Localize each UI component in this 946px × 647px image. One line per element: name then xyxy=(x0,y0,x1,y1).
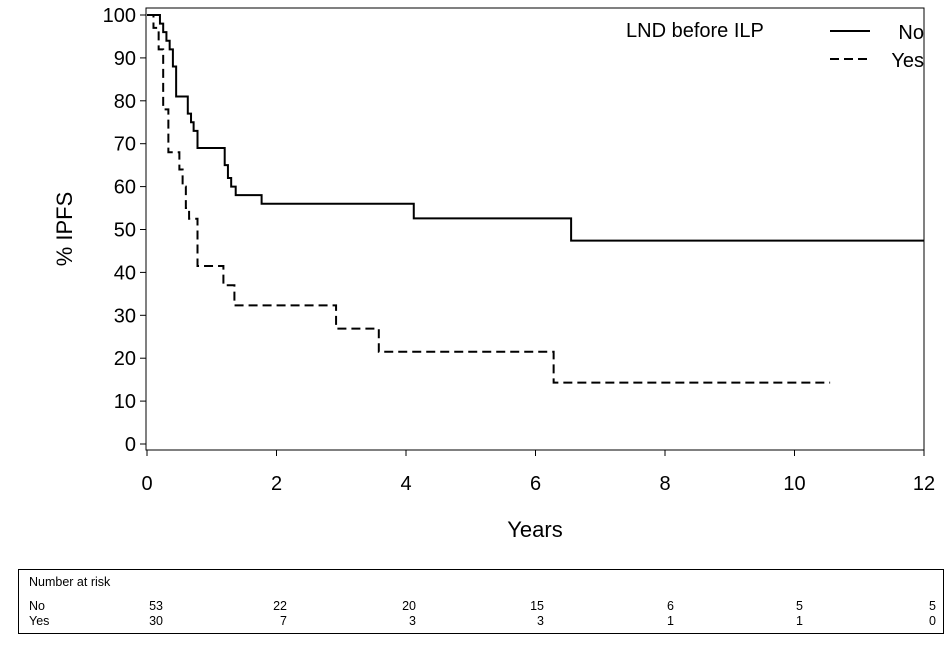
y-axis: 0 10 20 30 40 50 60 70 80 90 100 xyxy=(103,5,146,456)
x-tick-label: 12 xyxy=(913,473,935,495)
series-layer xyxy=(147,14,924,384)
legend-label-no: No xyxy=(898,22,924,44)
risk-value-yes: 3 xyxy=(409,614,416,628)
y-tick-label: 20 xyxy=(114,348,136,370)
risk-value-yes: 7 xyxy=(280,614,287,628)
risk-value-no: 6 xyxy=(667,599,674,613)
risk-value-no: 53 xyxy=(149,599,163,613)
x-axis-title: Years xyxy=(507,517,562,542)
risk-value-yes: 30 xyxy=(149,614,163,628)
risk-value-yes: 1 xyxy=(667,614,674,628)
x-tick-label: 0 xyxy=(141,473,152,495)
risk-table-content: Number at risk No Yes 53 22 20 15 6 5 5 30 7 3 3 1 1… xyxy=(29,575,936,628)
risk-table-title: Number at risk xyxy=(29,575,111,589)
x-axis: 0 2 4 6 8 10 12 xyxy=(141,450,935,495)
risk-value-no: 5 xyxy=(796,599,803,613)
x-tick-label: 6 xyxy=(530,473,541,495)
y-tick-label: 70 xyxy=(114,134,136,156)
y-tick-label: 10 xyxy=(114,391,136,413)
risk-values: 53 22 20 15 6 5 5 30 7 3 3 1 1 0 xyxy=(149,599,936,628)
plot-frame xyxy=(145,7,925,451)
y-tick-label: 60 xyxy=(114,177,136,199)
legend-label-yes: Yes xyxy=(891,50,924,72)
y-tick-label: 50 xyxy=(114,220,136,242)
y-tick-label: 40 xyxy=(114,262,136,284)
series-line-yes xyxy=(147,14,831,384)
risk-row-label-no: No xyxy=(29,599,45,613)
risk-value-no: 15 xyxy=(530,599,544,613)
legend: LND before ILP No Yes xyxy=(626,20,924,72)
risk-row-label-yes: Yes xyxy=(29,614,49,628)
x-tick-label: 2 xyxy=(271,473,282,495)
y-tick-label: 100 xyxy=(103,5,136,27)
y-tick-label: 80 xyxy=(114,91,136,113)
risk-value-no: 22 xyxy=(273,599,287,613)
x-tick-label: 10 xyxy=(783,473,805,495)
risk-table: Number at risk No Yes 53 22 20 15 6 5 5 30 7 3 3 1 1… xyxy=(18,569,944,634)
y-tick-label: 0 xyxy=(125,434,136,456)
risk-value-yes: 3 xyxy=(537,614,544,628)
risk-value-yes: 0 xyxy=(929,614,936,628)
y-axis-title: % IPFS xyxy=(52,192,77,267)
risk-value-no: 20 xyxy=(402,599,416,613)
risk-value-yes: 1 xyxy=(796,614,803,628)
legend-title: LND before ILP xyxy=(626,20,764,42)
x-tick-label: 8 xyxy=(659,473,670,495)
series-line-no xyxy=(147,14,924,242)
y-tick-label: 90 xyxy=(114,48,136,70)
x-tick-label: 4 xyxy=(400,473,411,495)
risk-value-no: 5 xyxy=(929,599,936,613)
y-tick-label: 30 xyxy=(114,305,136,327)
